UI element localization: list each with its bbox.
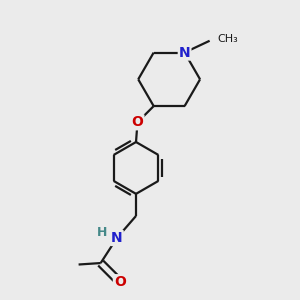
Text: O: O bbox=[131, 115, 143, 129]
Text: N: N bbox=[111, 231, 123, 245]
Text: CH₃: CH₃ bbox=[217, 34, 238, 44]
Text: O: O bbox=[114, 275, 126, 289]
Text: H: H bbox=[96, 226, 107, 239]
Text: N: N bbox=[179, 46, 190, 60]
